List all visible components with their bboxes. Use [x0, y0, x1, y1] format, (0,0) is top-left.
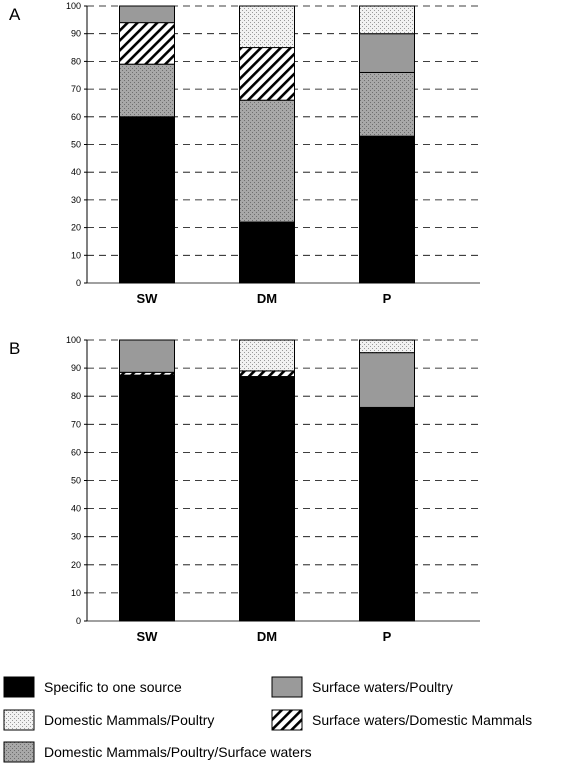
- legend-label-swdm: Surface waters/Domestic Mammals: [312, 712, 532, 728]
- bar-segment-swp: [359, 33, 415, 73]
- x-category-label: P: [383, 291, 392, 306]
- bar-segment-swp: [119, 5, 175, 24]
- panel-b-x-axis: SW DM P: [137, 629, 392, 644]
- y-tick-label: 30: [71, 195, 81, 205]
- legend-label-specific: Specific to one source: [44, 679, 182, 695]
- legend-swatch-specific: [3, 676, 35, 698]
- y-tick-label: 80: [71, 391, 81, 401]
- bar-segment-dmp: [359, 5, 415, 35]
- bar-segment-specific: [359, 406, 415, 622]
- panel-b-y-axis: 0 10 20 30 40 50 60 70 80 90 100: [66, 335, 88, 626]
- bar-segment-dmp: [239, 339, 295, 372]
- bar-segment-swp: [119, 339, 175, 373]
- y-tick-label: 80: [71, 56, 81, 66]
- x-category-label: SW: [137, 291, 159, 306]
- legend-swatch-dmp: [3, 709, 35, 731]
- bar-segment-specific: [239, 376, 295, 622]
- legend-swatch-swdm: [271, 709, 303, 731]
- y-tick-label: 10: [71, 250, 81, 260]
- y-tick-label: 50: [71, 476, 81, 486]
- y-tick-label: 70: [71, 84, 81, 94]
- legend-swatch-dmpsw: [3, 741, 35, 763]
- y-tick-label: 30: [71, 532, 81, 542]
- y-tick-label: 20: [71, 223, 81, 233]
- y-tick-label: 0: [76, 616, 81, 626]
- y-tick-label: 20: [71, 560, 81, 570]
- x-category-label: DM: [257, 291, 277, 306]
- x-category-label: SW: [137, 629, 159, 644]
- panel-b-label: B: [9, 339, 20, 358]
- y-tick-label: 40: [71, 167, 81, 177]
- bar-segment-swdm: [239, 370, 295, 378]
- y-tick-label: 90: [71, 29, 81, 39]
- bar-segment-specific: [119, 374, 175, 622]
- bar-segment-swp: [359, 352, 415, 408]
- legend-label-dmpsw: Domestic Mammals/Poultry/Surface waters: [44, 744, 312, 760]
- legend: Specific to one source Surface waters/Pou…: [3, 676, 532, 763]
- bar-segment-dmpsw: [359, 71, 415, 137]
- bar-segment-specific: [119, 116, 175, 284]
- legend-label-dmp: Domestic Mammals/Poultry: [44, 712, 214, 728]
- bar-segment-swdm: [119, 22, 175, 65]
- bar-segment-swdm: [239, 47, 295, 101]
- bar-segment-dmpsw: [239, 99, 295, 223]
- y-tick-label: 10: [71, 588, 81, 598]
- bar-segment-specific: [239, 221, 295, 284]
- y-tick-label: 50: [71, 140, 81, 150]
- x-category-label: DM: [257, 629, 277, 644]
- y-tick-label: 60: [71, 112, 81, 122]
- panel-a-x-axis: SW DM P: [137, 291, 392, 306]
- y-tick-label: 100: [66, 335, 81, 345]
- bar-segment-dmpsw: [119, 63, 175, 118]
- x-category-label: P: [383, 629, 392, 644]
- y-tick-label: 0: [76, 278, 81, 288]
- panel-b-bars: [119, 339, 415, 622]
- bar-segment-dmp: [239, 5, 295, 49]
- panel-a-bars: [119, 5, 415, 284]
- y-tick-label: 90: [71, 363, 81, 373]
- bar-segment-dmp: [359, 339, 415, 354]
- y-tick-label: 100: [66, 1, 81, 11]
- bar-segment-specific: [359, 135, 415, 284]
- panel-a-chart: A 0 10 20 30 40 50 60 70 80 90 100 SW DM P: [9, 1, 480, 306]
- y-tick-label: 40: [71, 504, 81, 514]
- legend-swatch-swp: [271, 676, 303, 698]
- panel-a-y-axis: 0 10 20 30 40 50 60 70 80 90 100: [66, 1, 88, 288]
- y-tick-label: 70: [71, 419, 81, 429]
- panel-a-label: A: [9, 5, 21, 24]
- y-tick-label: 60: [71, 447, 81, 457]
- panel-b-chart: B 0 10 20 30 40 50 60 70 80 90 100 SW DM P: [9, 335, 480, 644]
- legend-label-swp: Surface waters/Poultry: [312, 679, 453, 695]
